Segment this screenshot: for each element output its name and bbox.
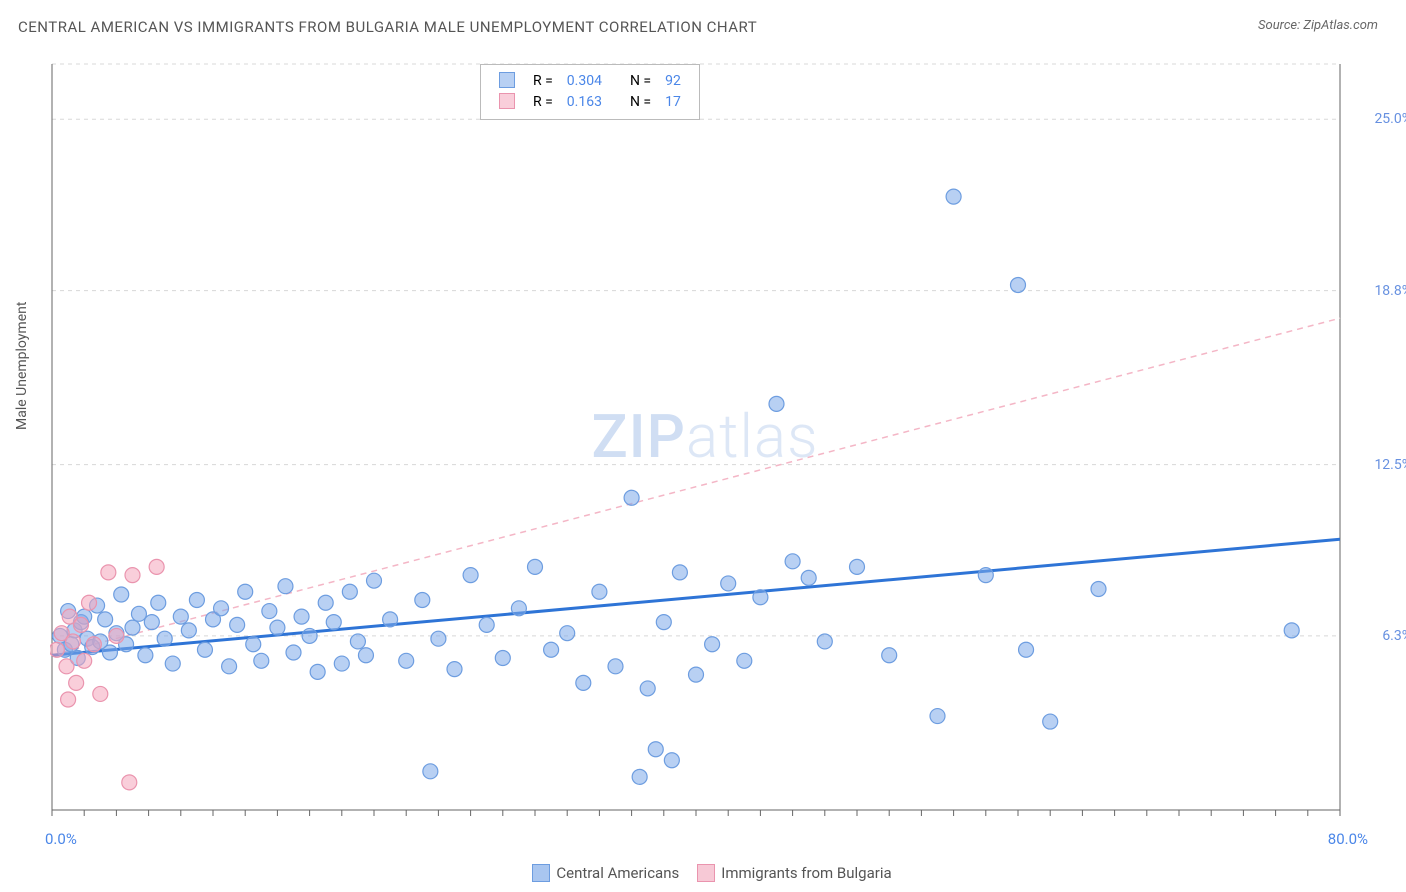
legend-swatch [499,93,515,109]
series-legend: Central Americans Immigrants from Bulgari… [0,864,1406,882]
y-tick-label: 12.5% [1374,457,1406,473]
r-label: R = [527,71,559,90]
y-tick-label: 25.0% [1374,111,1406,127]
n-label: N = [624,92,657,111]
legend-swatch [697,864,715,882]
legend-label: Central Americans [556,864,679,882]
x-axis-min-label: 0.0% [45,830,77,848]
x-axis-max-label: 80.0% [1328,830,1368,848]
source-attribution: Source: ZipAtlas.com [1258,18,1378,33]
y-tick-label: 18.8% [1374,283,1406,299]
r-label: R = [527,92,559,111]
r-value: 0.304 [561,71,608,90]
legend-swatch [499,72,515,88]
legend-label: Immigrants from Bulgaria [721,864,891,882]
r-value: 0.163 [561,92,608,111]
scatter-plot: ZIPatlas 6.3%12.5%18.8%25.0% 0.0% 80.0% [50,60,1360,820]
n-value: 92 [659,71,687,90]
n-value: 17 [659,92,687,111]
legend-swatch [532,864,550,882]
n-label: N = [624,71,657,90]
stats-legend: R =0.304 N =92 R =0.163 N =17 [480,64,700,120]
chart-title: CENTRAL AMERICAN VS IMMIGRANTS FROM BULG… [18,18,757,36]
y-axis-label: Male Unemployment [14,302,30,430]
y-tick-label: 6.3% [1382,628,1406,644]
